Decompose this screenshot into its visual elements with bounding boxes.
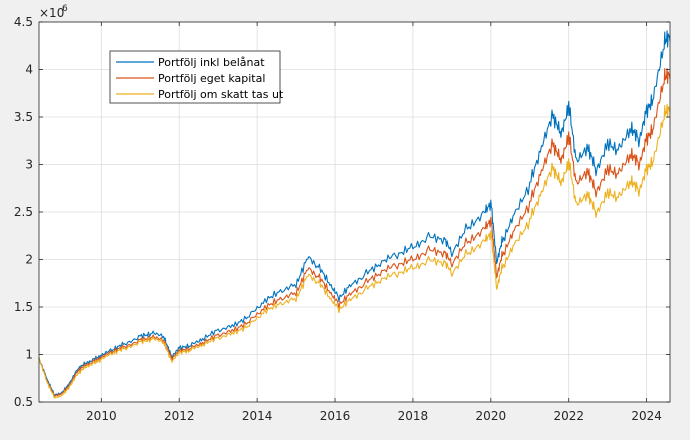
legend-label-1: Portfölj inkl belånat (158, 56, 265, 69)
y-exponent-label: ×10 6 (39, 4, 68, 20)
y-tick-label: 2.5 (14, 205, 33, 219)
y-tick-label: 4 (25, 63, 33, 77)
y-tick-label: 0.5 (14, 395, 33, 409)
y-tick-label: 1.5 (14, 300, 33, 314)
y-tick-label: 1 (25, 348, 33, 362)
x-tick-label: 2010 (86, 409, 117, 423)
legend: Portfölj inkl belånat Portfölj eget kapit… (109, 50, 284, 104)
series-line-2 (38, 68, 671, 397)
x-tick-label: 2014 (242, 409, 273, 423)
axis-ticks: 2010 2012 2014 2016 2018 2020 2022 2024 0.5 1 1.5 2… (14, 15, 670, 423)
y-exponent-base: ×10 (39, 6, 64, 20)
legend-label-2: Portfölj eget kapital (158, 72, 265, 85)
series-line-1 (38, 30, 671, 396)
y-tick-label: 3 (25, 158, 33, 172)
y-tick-label: 4.5 (14, 15, 33, 29)
x-tick-label: 2020 (476, 409, 507, 423)
x-tick-label: 2012 (164, 409, 195, 423)
x-tick-label: 2024 (631, 409, 662, 423)
x-tick-label: 2022 (553, 409, 584, 423)
series-line-3 (38, 103, 671, 399)
series-lines (38, 30, 671, 399)
y-tick-label: 3.5 (14, 110, 33, 124)
x-tick-label: 2016 (320, 409, 351, 423)
x-tick-label: 2018 (398, 409, 429, 423)
y-exponent-power: 6 (62, 4, 68, 14)
legend-label-3: Portfölj om skatt tas ut (158, 88, 284, 101)
y-tick-label: 2 (25, 253, 33, 267)
